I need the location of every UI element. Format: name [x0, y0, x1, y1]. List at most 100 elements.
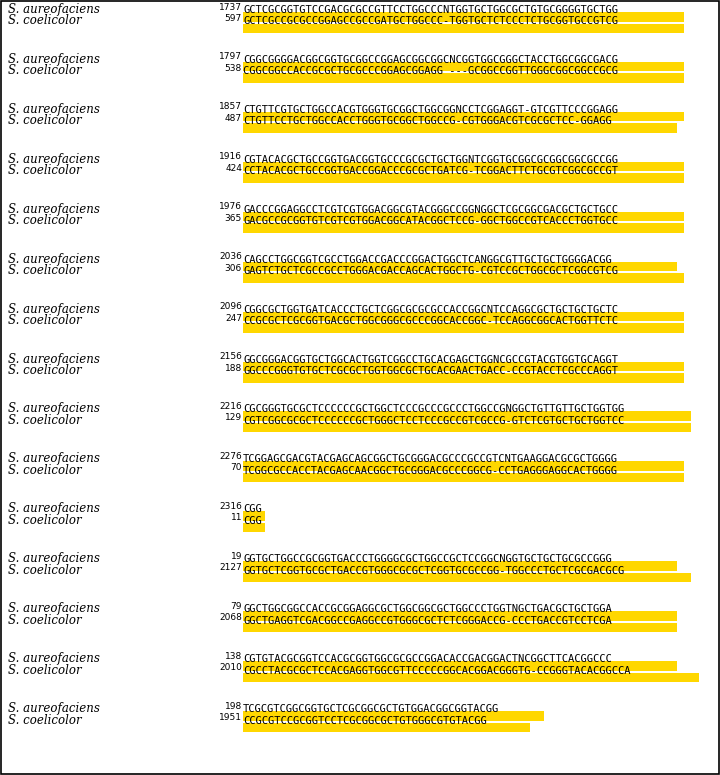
Bar	[243, 622, 677, 632]
Text: GGCGGGACGGTGCTGGCACTGGTCGGCCTGCACGAGCTGGNCGCCGTACGTGGTGCAGGT: GGCGGGACGGTGCTGGCACTGGTCGGCCTGCACGAGCTGG…	[243, 354, 618, 364]
Bar	[243, 112, 684, 122]
Text: S. aureofaciens: S. aureofaciens	[8, 53, 100, 66]
Bar	[243, 561, 677, 570]
Text: 138: 138	[225, 652, 242, 660]
Text: S. coelicolor: S. coelicolor	[8, 663, 81, 677]
Bar	[243, 312, 684, 321]
Text: S. aureofaciens: S. aureofaciens	[8, 103, 100, 116]
Text: S. coelicolor: S. coelicolor	[8, 364, 81, 377]
Bar	[243, 473, 684, 482]
Text: S. aureofaciens: S. aureofaciens	[8, 3, 100, 16]
Text: S. coelicolor: S. coelicolor	[8, 214, 81, 227]
Text: 2010: 2010	[219, 663, 242, 672]
Text: 2096: 2096	[219, 302, 242, 311]
Text: 365: 365	[225, 214, 242, 222]
Text: CAGCCTGGCGGTCGCCTGGACCGACCCGGACTGGCTCANGGCGTTGCTGCTGGGGACGG: CAGCCTGGCGGTCGCCTGGACCGACCCGGACTGGCTCANG…	[243, 255, 612, 265]
Text: 2316: 2316	[219, 502, 242, 511]
Bar	[243, 373, 684, 383]
Text: S. aureofaciens: S. aureofaciens	[8, 602, 100, 615]
Text: CCTACACGCTGCCGGTGACCGGACCCGCGCTGATCG-TCGGACTTCTGCGTCGGCGCCGT: CCTACACGCTGCCGGTGACCGGACCCGCGCTGATCG-TCG…	[243, 167, 618, 176]
Text: GGTGCTCGGTGCGCTGACCGTGGGCGCGCTCGGTGCGCCGG-TGGCCCTGCTCGCGACGCG: GGTGCTCGGTGCGCTGACCGTGGGCGCGCTCGGTGCGCCG…	[243, 566, 624, 576]
Bar	[243, 673, 698, 682]
Text: S. aureofaciens: S. aureofaciens	[8, 453, 100, 466]
Text: 198: 198	[225, 701, 242, 711]
Text: TCGCGTCGGCGGTGCTCGCGGCGCTGTGGACGGCGGTACGG: TCGCGTCGGCGGTGCTCGCGGCGCTGTGGACGGCGGTACG…	[243, 704, 499, 714]
Text: 188: 188	[225, 363, 242, 373]
Text: GGCCCGGGTGTGCTCGCGCTGGTGGCGCTGCACGAACTGACC-CCGTACCTCGCCCAGGT: GGCCCGGGTGTGCTCGCGCTGGTGGCGCTGCACGAACTGA…	[243, 366, 618, 376]
Bar	[243, 423, 691, 432]
Bar	[243, 62, 684, 71]
Text: CGTACACGCTGCCGGTGACGGTGCCCGCGCTGCTGGNTCGGTGCGGCGCGGCGGCGCCGG: CGTACACGCTGCCGGTGACGGTGCCCGCGCTGCTGGNTCG…	[243, 155, 618, 165]
Text: 11: 11	[230, 513, 242, 522]
Text: 79: 79	[230, 601, 242, 611]
Text: 2036: 2036	[219, 252, 242, 261]
Text: 2216: 2216	[220, 402, 242, 411]
Text: S. aureofaciens: S. aureofaciens	[8, 353, 100, 366]
Text: S. coelicolor: S. coelicolor	[8, 15, 81, 27]
Text: S. coelicolor: S. coelicolor	[8, 614, 81, 627]
Bar	[243, 74, 684, 83]
Bar	[243, 361, 684, 371]
Text: S. coelicolor: S. coelicolor	[8, 414, 81, 427]
Text: 129: 129	[225, 414, 242, 422]
Bar	[243, 523, 265, 532]
Text: 1797: 1797	[219, 53, 242, 61]
Text: S. coelicolor: S. coelicolor	[8, 563, 81, 577]
Bar	[243, 23, 684, 33]
Bar	[243, 722, 530, 732]
Text: 2127: 2127	[220, 563, 242, 572]
Bar	[243, 512, 265, 521]
Text: CGG: CGG	[243, 516, 262, 525]
Text: S. aureofaciens: S. aureofaciens	[8, 302, 100, 315]
Bar	[243, 611, 677, 621]
Bar	[243, 661, 677, 670]
Text: S. aureofaciens: S. aureofaciens	[8, 553, 100, 565]
Text: TCGGCGCCACCTACGAGCAACGGCTGCGGGACGCCCGGCG-CCTGAGGGAGGCACTGGGG: TCGGCGCCACCTACGAGCAACGGCTGCGGGACGCCCGGCG…	[243, 466, 618, 476]
Text: CTGTTCGTGCTGGCCACGTGGGTGCGGCTGGCGGNCCTCGGAGGT-GTCGTTCCCGGAGG: CTGTTCGTGCTGGCCACGTGGGTGCGGCTGGCGGNCCTCG…	[243, 105, 618, 115]
Text: GCTCGCCGCGCCGGAGCCGCCGATGCTGGCCC-TGGTGCTCTCCCTCTGCGGTGCCGTCG: GCTCGCCGCGCCGGAGCCGCCGATGCTGGCCC-TGGTGCT…	[243, 16, 618, 26]
Text: 70: 70	[230, 463, 242, 473]
Text: CTGTTCCTGCTGGCCACCTGGGTGCGGCTGGCCG-CGTGGGACGTCGCGCTCC-GGAGG: CTGTTCCTGCTGGCCACCTGGGTGCGGCTGGCCG-CGTGG…	[243, 116, 612, 126]
Text: 2068: 2068	[219, 613, 242, 622]
Text: 247: 247	[225, 314, 242, 322]
Bar	[243, 212, 684, 221]
Text: GGCTGGCGGCCACCGCGGAGGCGCTGGCGGCGCTGGCCCTGGTNGCTGACGCTGCTGGA: GGCTGGCGGCCACCGCGGAGGCGCTGGCGGCGCTGGCCCT…	[243, 604, 612, 615]
Text: GACCCGGAGGCCTCGTCGTGGACGGCGTACGGGCCGGNGGCTCGCGGCGACGCTGCTGCC: GACCCGGAGGCCTCGTCGTGGACGGCGTACGGGCCGGNGG…	[243, 205, 618, 215]
Text: 424: 424	[225, 164, 242, 173]
Text: 1916: 1916	[219, 153, 242, 161]
Text: 538: 538	[225, 64, 242, 73]
Text: CCGCGCTCGCGGTGACGCTGGCGGGCGCCCGGCACCGGC-TCCAGGCGGCACTGGTTCTC: CCGCGCTCGCGGTGACGCTGGCGGGCGCCCGGCACCGGC-…	[243, 316, 618, 326]
Text: 2156: 2156	[219, 352, 242, 361]
Text: 487: 487	[225, 114, 242, 123]
Bar	[243, 12, 684, 22]
Text: CGTCGGCGCGCTCCCCCCGCTGGGCTCCTCCCGCCGTCGCCG-GTCTCGTGCTGCTGGTCC: CGTCGGCGCGCTCCCCCCGCTGGGCTCCTCCCGCCGTCGC…	[243, 416, 624, 426]
Bar	[243, 412, 691, 421]
Bar	[243, 123, 677, 133]
Bar	[243, 711, 544, 721]
Text: 597: 597	[225, 14, 242, 23]
Text: 19: 19	[230, 552, 242, 561]
Text: S. aureofaciens: S. aureofaciens	[8, 652, 100, 665]
Text: GCTCGCGGTGTCCGACGCGCCGTTCCTGGCCCNTGGTGCTGGCGCTGTGCGGGGTGCTGG: GCTCGCGGTGTCCGACGCGCCGTTCCTGGCCCNTGGTGCT…	[243, 5, 618, 15]
Text: CGCCTACGCGCTCCACGAGGTGGCGTTCCCCCGGCACGGACGGGTG-CCGGGTACACGGCCA: CGCCTACGCGCTCCACGAGGTGGCGTTCCCCCGGCACGGA…	[243, 666, 631, 676]
Text: CCGCGTCCGCGGTCCTCGCGGCGCTGTGGGCGTGTACGG: CCGCGTCCGCGGTCCTCGCGGCGCTGTGGGCGTGTACGG	[243, 715, 487, 725]
Text: S. aureofaciens: S. aureofaciens	[8, 253, 100, 266]
Text: S. coelicolor: S. coelicolor	[8, 314, 81, 327]
Text: 1951: 1951	[219, 713, 242, 722]
Text: CGGCGCTGGTGATCACCCTGCTCGGCGCGCGCCACCGGCNTCCAGGCGCTGCTGCTGCTC: CGGCGCTGGTGATCACCCTGCTCGGCGCGCGCCACCGGCN…	[243, 305, 618, 315]
Text: 306: 306	[225, 264, 242, 273]
Text: S. aureofaciens: S. aureofaciens	[8, 153, 100, 166]
Text: S. coelicolor: S. coelicolor	[8, 115, 81, 127]
Bar	[243, 162, 684, 171]
Bar	[243, 273, 684, 283]
Text: CGCGGGTGCGCTCCCCCCGCTGGCTCCCGCCCGCCCTGGCCGNGGCTGTTGTTGCTGGTGG: CGCGGGTGCGCTCCCCCCGCTGGCTCCCGCCCGCCCTGGC…	[243, 405, 624, 415]
Text: S. coelicolor: S. coelicolor	[8, 264, 81, 277]
Bar	[243, 323, 684, 332]
Text: S. aureofaciens: S. aureofaciens	[8, 203, 100, 215]
Bar	[243, 174, 684, 183]
Text: GGTGCTGGCCGCGGTGACCCTGGGGCGCTGGCCGCTCCGGCNGGTGCTGCTGCGCCGGG: GGTGCTGGCCGCGGTGACCCTGGGGCGCTGGCCGCTCCGG…	[243, 554, 612, 564]
Text: S. coelicolor: S. coelicolor	[8, 514, 81, 527]
Text: GAGTCTGCTCGCCGCCTGGGACGACCAGCACTGGCTG-CGTCCGCTGGCGCTCGGCGTCG: GAGTCTGCTCGCCGCCTGGGACGACCAGCACTGGCTG-CG…	[243, 266, 618, 276]
Text: S. coelicolor: S. coelicolor	[8, 64, 81, 78]
Text: GACGCCGCGGTGTCGTCGTGGACGGCATACGGCTCCG-GGCTGGCCGTCACCCTGGTGCC: GACGCCGCGGTGTCGTCGTGGACGGCATACGGCTCCG-GG…	[243, 216, 618, 226]
